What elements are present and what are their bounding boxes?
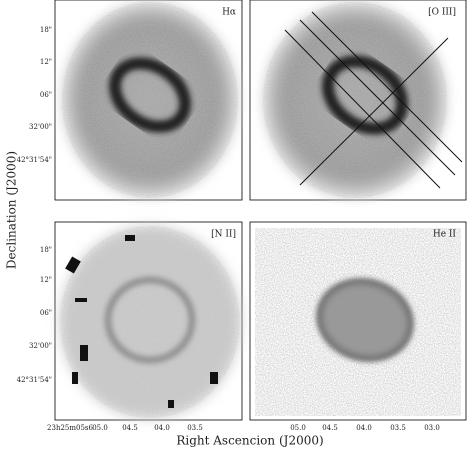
x-tick-label: 03.5 [390,424,406,432]
y-tick-label: 18" [40,246,52,254]
panel-ha [54,0,243,201]
y-tick-label: 42°31'54" [17,376,52,384]
y-tick-label: 18" [40,26,52,34]
x-tick-label: 04.0 [356,424,372,432]
x-tick-label: 05.0 [290,424,306,432]
y-tick-label: 06" [40,91,52,99]
y-tick-label: 06" [40,309,52,317]
y-tick-label: 42°31'54" [17,156,52,164]
x-tick-label: 23h25m05s6 [47,424,93,432]
panel-label: He II [433,230,457,240]
y-tick-label: 32'00" [29,123,52,131]
x-tick-label: 04.5 [322,424,338,432]
y-axis-title: Declination (J2000) [5,151,19,269]
x-axis-title: Right Ascencion (J2000) [176,434,323,448]
y-tick-label: 12" [40,58,52,66]
panel-label: [O III] [428,8,456,18]
x-tick-label: 03.5 [187,424,203,432]
panel-nii [54,221,243,421]
x-tick-label: 05.0 [92,424,108,432]
panel-label: Hα [222,8,236,18]
y-tick-label: 32'00" [29,342,52,350]
y-tick-label: 12" [40,276,52,284]
panel-label: [N II] [211,230,236,240]
x-tick-label: 04.0 [154,424,170,432]
panel-oiii [249,0,467,201]
x-tick-label: 03.0 [424,424,440,432]
x-tick-label: 04.5 [122,424,138,432]
panel-heii [249,221,467,421]
